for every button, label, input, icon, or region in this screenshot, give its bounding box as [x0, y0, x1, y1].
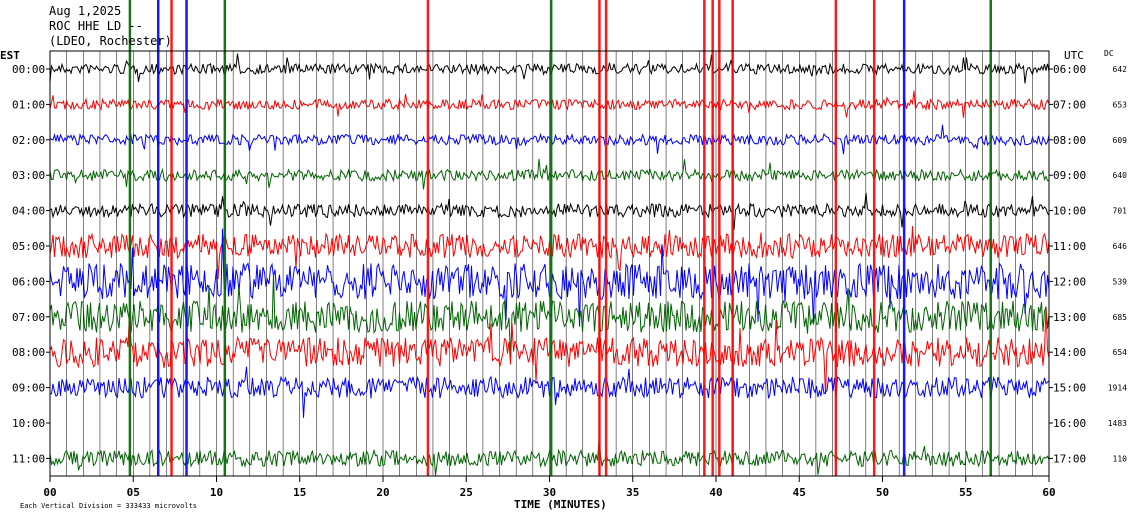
dc-value: 642: [1113, 65, 1128, 74]
right-axis-title: UTC: [1064, 49, 1084, 62]
dc-value: 653: [1113, 100, 1128, 109]
dc-value: 539: [1113, 277, 1128, 286]
utc-hour-label: 06:00: [1053, 63, 1086, 76]
header-station: ROC HHE LD --: [49, 19, 143, 33]
dc-value: 646: [1113, 242, 1128, 251]
left-axis-title: EST: [0, 49, 20, 62]
dc-value: 609: [1113, 136, 1128, 145]
footer-note: Each Vertical Division = 333433 microvol…: [20, 502, 197, 510]
utc-hour-label: 16:00: [1053, 417, 1086, 430]
x-tick-label: 10: [210, 486, 223, 499]
x-tick-label: 40: [709, 486, 722, 499]
utc-hour-label: 17:00: [1053, 452, 1086, 465]
dc-value: 685: [1113, 313, 1128, 322]
x-tick-label: 50: [876, 486, 889, 499]
utc-hour-label: 15:00: [1053, 382, 1086, 395]
x-tick-label: 35: [626, 486, 639, 499]
x-axis-label: TIME (MINUTES): [514, 498, 607, 511]
seismic-spikes: [128, 0, 992, 476]
header-institution: (LDEO, Rochester): [49, 34, 172, 48]
x-tick-label: 25: [460, 486, 473, 499]
trace-row: [49, 53, 1050, 84]
est-hour-label: 09:00: [12, 382, 45, 395]
trace-row: [49, 366, 1050, 418]
utc-hour-label: 10:00: [1053, 205, 1086, 218]
est-hour-label: 02:00: [12, 134, 45, 147]
trace-row: [49, 90, 1050, 118]
x-tick-label: 45: [793, 486, 806, 499]
axis-labels: 00:00 06:00 642 01:00 07:00 653 02:00 08:00 609 0…: [12, 63, 1127, 499]
trace-row: [49, 308, 1050, 395]
est-hour-label: 10:00: [12, 417, 45, 430]
est-hour-label: 05:00: [12, 240, 45, 253]
x-tick-label: 00: [43, 486, 56, 499]
trace-row: [49, 440, 1050, 476]
utc-hour-label: 09:00: [1053, 169, 1086, 182]
dc-value: 110: [1113, 454, 1128, 463]
dc-value: 640: [1113, 171, 1128, 180]
x-tick-label: 20: [376, 486, 389, 499]
est-hour-label: 06:00: [12, 275, 45, 288]
seismic-traces: [49, 53, 1050, 476]
minute-grid: [66, 51, 1033, 476]
est-hour-label: 08:00: [12, 346, 45, 359]
dc-value: 1483: [1108, 419, 1127, 428]
utc-hour-label: 12:00: [1053, 275, 1086, 288]
est-hour-label: 03:00: [12, 169, 45, 182]
utc-hour-label: 13:00: [1053, 311, 1086, 324]
utc-hour-label: 14:00: [1053, 346, 1086, 359]
x-tick-label: 15: [293, 486, 306, 499]
x-tick-label: 60: [1042, 486, 1055, 499]
trace-row: [49, 273, 1050, 360]
dc-value: 1914: [1108, 384, 1127, 393]
trace-row: [49, 228, 1050, 327]
utc-hour-label: 07:00: [1053, 98, 1086, 111]
trace-row: [49, 192, 1050, 231]
est-hour-label: 11:00: [12, 452, 45, 465]
est-hour-label: 07:00: [12, 311, 45, 324]
est-hour-label: 00:00: [12, 63, 45, 76]
dc-column-title: DC: [1104, 49, 1114, 58]
trace-row: [49, 158, 1050, 190]
utc-hour-label: 08:00: [1053, 134, 1086, 147]
header-date: Aug 1,2025: [49, 4, 122, 18]
dc-value: 654: [1113, 348, 1128, 357]
trace-row: [49, 124, 1050, 155]
x-tick-label: 55: [959, 486, 972, 499]
dc-value: 701: [1113, 207, 1128, 216]
utc-hour-label: 11:00: [1053, 240, 1086, 253]
x-tick-label: 05: [127, 486, 140, 499]
est-hour-label: 01:00: [12, 98, 45, 111]
est-hour-label: 04:00: [12, 205, 45, 218]
x-tick-label: 30: [543, 486, 556, 499]
trace-row: [49, 225, 1050, 280]
